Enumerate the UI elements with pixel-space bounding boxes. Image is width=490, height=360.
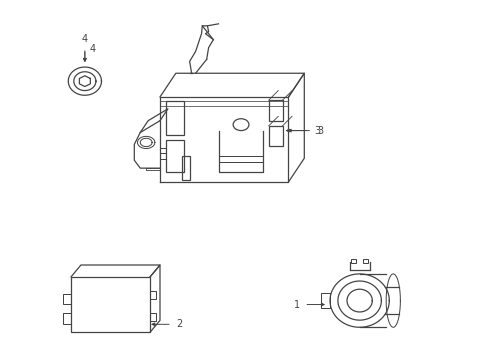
Text: 4: 4 — [90, 44, 96, 54]
Bar — [321, 293, 330, 308]
Bar — [351, 259, 357, 263]
Bar — [166, 101, 184, 135]
Bar — [150, 291, 156, 298]
Text: 3: 3 — [317, 126, 323, 136]
Text: 2: 2 — [176, 319, 182, 329]
Bar — [63, 313, 71, 324]
Text: 3: 3 — [314, 126, 320, 136]
Bar — [269, 100, 283, 121]
Bar — [269, 126, 283, 147]
Bar — [166, 140, 184, 172]
Bar — [182, 156, 191, 180]
Text: 4: 4 — [82, 34, 88, 44]
Bar — [150, 313, 156, 321]
Bar — [63, 294, 71, 304]
Bar — [363, 259, 368, 263]
Text: 1: 1 — [294, 300, 300, 310]
Bar — [71, 277, 150, 332]
